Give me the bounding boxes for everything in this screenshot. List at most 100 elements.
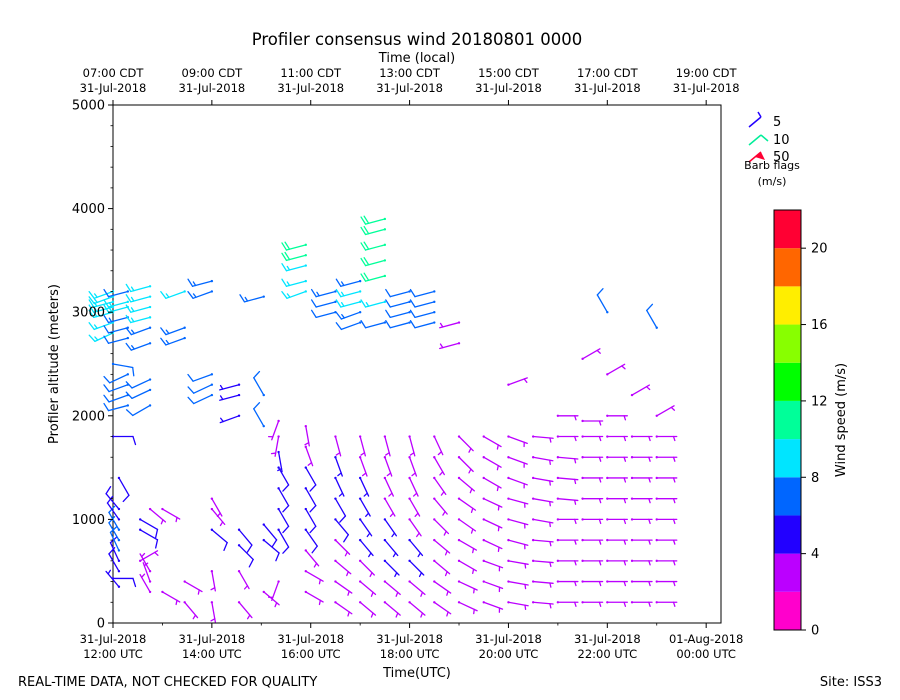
wind-barb (103, 373, 130, 384)
wind-barb (138, 528, 159, 549)
top-axis-label: Time (local) (378, 51, 455, 66)
wind-barb (482, 538, 503, 553)
wind-barb (277, 487, 290, 513)
y-tick-label: 4000 (72, 202, 105, 217)
wind-barb (335, 299, 362, 308)
wind-barb (457, 601, 478, 615)
wind-barb (606, 363, 626, 376)
wind-barb (482, 601, 504, 613)
wind-barb (383, 476, 394, 497)
wind-barb (125, 304, 152, 313)
wind-barb (187, 278, 214, 287)
x-tick-date: 31-Jul-2018 (277, 632, 344, 646)
x-tick-date: 31-Jul-2018 (376, 632, 443, 646)
wind-barb (556, 559, 579, 566)
wind-barb (125, 404, 152, 417)
colorbar-tick-label: 0 (811, 624, 819, 639)
wind-barb (148, 507, 167, 525)
wind-barb (281, 263, 307, 272)
wind-barb (556, 414, 579, 421)
wind-barb (360, 299, 387, 308)
wind-barb (304, 590, 324, 606)
y-axis: 0 1000 2000 3000 4000 5000 (72, 99, 113, 632)
wind-barb (310, 288, 337, 298)
wind-barb (385, 320, 411, 329)
barb-legend-title: Barb flags (744, 159, 800, 172)
barb-legend-label: 5 (773, 115, 781, 130)
barb-legend-label: 50 (773, 150, 790, 165)
wind-barb (606, 518, 628, 525)
wind-barb (408, 580, 426, 597)
wind-barb (556, 538, 579, 545)
wind-barb (161, 590, 181, 606)
wind-barb (630, 476, 653, 483)
colorbar-tick-label: 8 (811, 471, 819, 486)
wind-barb (630, 435, 653, 442)
wind-barb (262, 523, 278, 548)
wind-barb (358, 456, 368, 477)
wind-barb (581, 601, 604, 607)
wind-barb (210, 601, 216, 623)
colorbar-tick-label: 4 (811, 547, 819, 562)
wind-barb (606, 476, 628, 483)
plot-area (112, 104, 722, 624)
wind-barb (606, 559, 628, 566)
x-tick-date: 31-Jul-2018 (574, 632, 641, 646)
wind-barb (556, 456, 579, 464)
colorbar-segment (774, 210, 801, 249)
wind-barb (507, 435, 528, 448)
colorbar-segment (774, 248, 801, 287)
wind-barb (304, 528, 318, 554)
wind-barb (408, 518, 422, 538)
wind-barbs-layer (88, 215, 678, 623)
wind-barb (433, 580, 452, 596)
wind-barb (358, 518, 373, 538)
wind-barb (383, 601, 401, 618)
y-tick-label: 1000 (72, 513, 105, 528)
colorbar-segment (774, 591, 801, 630)
wind-barb (482, 435, 502, 450)
wind-barb (531, 580, 554, 588)
wind-barb (581, 456, 604, 462)
x-tick-date: 31-Jul-2018 (80, 632, 147, 646)
wind-barb (556, 518, 579, 525)
top-tick-date: 31-Jul-2018 (673, 81, 740, 95)
wind-barb (439, 342, 461, 350)
top-tick-date: 31-Jul-2018 (80, 81, 147, 95)
wind-barb (433, 497, 448, 516)
wind-barb (358, 435, 366, 457)
wind-barb (630, 538, 653, 545)
wind-barb (556, 435, 579, 442)
wind-barb (106, 495, 121, 521)
wind-barb (360, 320, 387, 329)
wind-barb (187, 290, 214, 299)
wind-barb (139, 552, 152, 573)
wind-barb (105, 486, 121, 511)
wind-barb (433, 559, 451, 577)
top-tick-date: 31-Jul-2018 (376, 81, 443, 95)
wind-barb (556, 497, 579, 505)
wind-barb (655, 405, 676, 417)
wind-barb (125, 378, 152, 389)
wind-barb (383, 580, 401, 597)
x-tick-time: 22:00 UTC (578, 647, 638, 661)
wind-barb (358, 601, 377, 618)
wind-barb (433, 518, 450, 536)
wind-barb (160, 336, 186, 346)
wind-barb (385, 309, 411, 319)
wind-barb (531, 435, 554, 443)
wind-barb (581, 419, 604, 426)
wind-barb (507, 497, 529, 508)
x-axis-label: Time(UTC) (382, 666, 451, 681)
wind-barb (655, 518, 678, 525)
wind-barb (531, 601, 554, 609)
x-tick-time: 12:00 UTC (83, 647, 143, 661)
wind-barb (183, 601, 199, 620)
wind-barb (105, 569, 121, 588)
wind-barb (433, 476, 447, 496)
wind-barb (409, 288, 436, 298)
colorbar-segment (774, 362, 801, 401)
wind-barb (630, 456, 653, 462)
wind-barb (457, 456, 474, 474)
wind-barb (507, 456, 528, 468)
